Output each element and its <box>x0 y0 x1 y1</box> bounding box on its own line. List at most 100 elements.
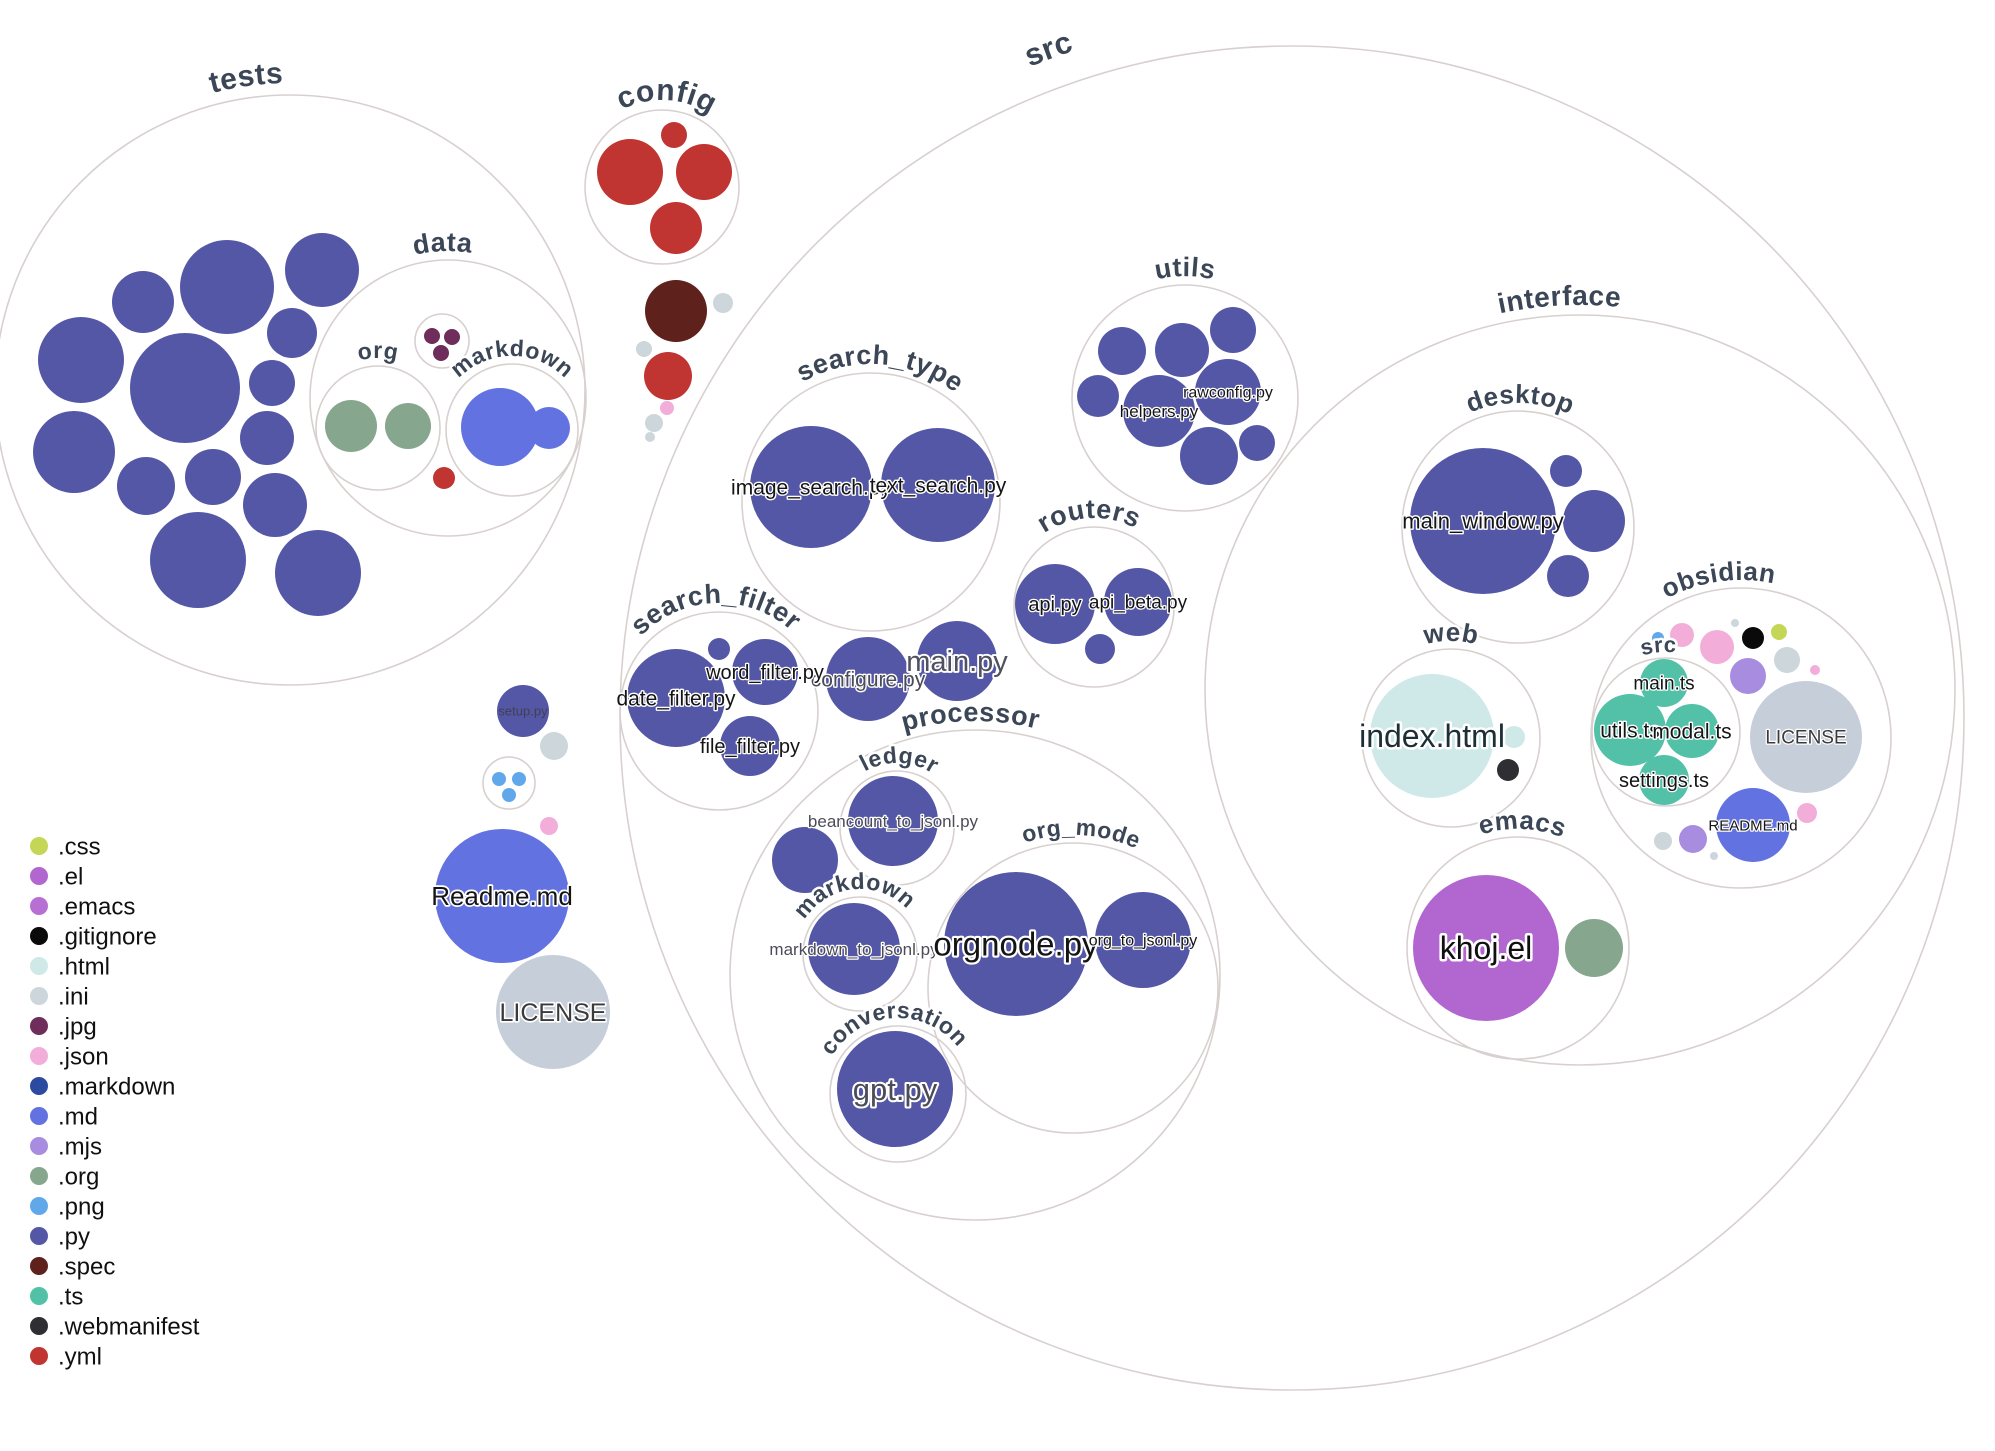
file-circle-file-filter-py <box>720 716 780 776</box>
file-circle-image-search-py <box>750 426 872 548</box>
folder-circle-conversation <box>829 1025 967 1163</box>
legend-label-mjs: .mjs <box>58 1134 102 1161</box>
file-label-setup-py: setup.py <box>498 704 548 719</box>
file-circle-ini <box>540 732 568 760</box>
file-label-settings-ts: settings.ts <box>1619 770 1709 792</box>
legend-label-css: .css <box>58 834 101 861</box>
file-label-helpers-py: helpers.py <box>1120 402 1199 421</box>
file-circle-css <box>1771 624 1787 640</box>
file-circle-jpg <box>433 345 449 361</box>
legend-item-markdown: .markdown <box>30 1074 175 1101</box>
file-circle-khoj-el <box>1413 875 1559 1021</box>
legend-dot-spec <box>30 1257 48 1275</box>
file-circle-py <box>1077 375 1119 417</box>
folder-label-src: src <box>1019 24 1077 73</box>
file-circle-orgnode-py <box>944 872 1088 1016</box>
legend-dot-html <box>30 957 48 975</box>
file-circle-setup-py <box>497 685 549 737</box>
file-circle-py <box>249 360 295 406</box>
file-circle-org <box>325 400 377 452</box>
legend-dot-py <box>30 1227 48 1245</box>
file-circle-webmanifest <box>1497 759 1519 781</box>
legend-dot-webmanifest <box>30 1317 48 1335</box>
file-circle-ini <box>1774 647 1800 673</box>
file-circle-readme-md <box>435 829 569 963</box>
folder-circle-routers <box>1013 526 1175 688</box>
file-circle-py <box>1085 634 1115 664</box>
file-circle-yml <box>676 144 732 200</box>
legend-dot-json <box>30 1047 48 1065</box>
legend-item-gitignore: .gitignore <box>30 924 157 951</box>
file-circle-ini <box>636 341 652 357</box>
file-circle-word-filter-py <box>732 639 798 705</box>
file-circle-py <box>267 308 317 358</box>
file-label-beancount-to-jsonl-py: beancount_to_jsonl.py <box>808 812 979 831</box>
file-circle-ini <box>713 293 733 313</box>
folder-label-utils: utils <box>1152 252 1218 285</box>
file-circle-py <box>1155 323 1209 377</box>
file-circle-md <box>528 407 570 449</box>
legend-dot-yml <box>30 1347 48 1365</box>
legend-label-markdown: .markdown <box>58 1074 175 1101</box>
legend-dot-css <box>30 837 48 855</box>
folder-circle-data-markdown <box>445 363 579 497</box>
file-circle-py <box>33 411 115 493</box>
file-circle-py <box>1547 555 1589 597</box>
file-circle-yml <box>433 467 455 489</box>
legend-item-png: .png <box>30 1194 105 1221</box>
file-label-org-to-jsonl-py: org_to_jsonl.py <box>1089 933 1198 950</box>
file-circle-org-to-jsonl-py <box>1095 892 1191 988</box>
file-circle-modal-ts <box>1665 704 1719 758</box>
folder-circle-proc-markdown <box>802 896 918 1012</box>
file-label-gpt-py: gpt.py <box>853 1072 938 1107</box>
file-circle-py <box>275 530 361 616</box>
file-circle-json <box>1810 665 1820 675</box>
folder-circles <box>0 45 1965 1391</box>
folder-circle-desktop <box>1401 410 1635 644</box>
file-label-khoj-el: khoj.el <box>1440 930 1533 966</box>
file-label-rawconfig-py: rawconfig.py <box>1183 385 1273 402</box>
legend-label-spec: .spec <box>58 1254 115 1281</box>
folder-circle-obsidian-src <box>1591 657 1741 807</box>
file-circle-gitignore <box>1742 627 1764 649</box>
file-circle-jpg <box>424 328 440 344</box>
file-circle-configure-py <box>826 637 910 721</box>
file-label-word-filter-py: word_filter.py <box>705 662 824 684</box>
file-circle-markdown-to-jsonl-py <box>808 903 900 995</box>
file-circle-py <box>38 317 124 403</box>
file-circle-api-py <box>1015 564 1095 644</box>
folder-label-processor: processor <box>898 697 1043 737</box>
legend-dot-png <box>30 1197 48 1215</box>
folder-label-search_filter: search_filter <box>624 579 807 641</box>
folder-circle-config <box>584 109 740 265</box>
file-circle-py <box>150 512 246 608</box>
legend-item-org: .org <box>30 1164 99 1191</box>
folder-circle-utils <box>1071 284 1299 512</box>
file-circle-rawconfig-py <box>1195 359 1261 425</box>
folder-circle-search_filter <box>619 611 819 811</box>
file-circle-py <box>1550 455 1582 487</box>
file-circle-ini <box>645 414 663 432</box>
legend-label-el: .el <box>58 864 83 891</box>
file-circle-json <box>660 401 674 415</box>
legend-label-md: .md <box>58 1104 98 1131</box>
legend-label-ts: .ts <box>58 1284 83 1311</box>
folder-label-search_type: search_type <box>791 340 969 398</box>
folder-label-obsidian-src: src <box>1638 632 1677 660</box>
file-circle-png <box>512 772 526 786</box>
file-label-license: LICENSE <box>1765 728 1846 749</box>
file-label-main-py: main.py <box>906 646 1008 678</box>
file-circle-png <box>492 772 506 786</box>
file-label-api-py: api.py <box>1028 594 1081 616</box>
legend-dot-jpg <box>30 1017 48 1035</box>
file-label-file-filter-py: file_filter.py <box>700 736 800 758</box>
file-circle-py <box>243 473 307 537</box>
folder-label-routers: routers <box>1032 494 1146 539</box>
file-circle-py <box>708 638 730 660</box>
file-circle-py <box>1180 427 1238 485</box>
file-circle-utils-ts <box>1594 694 1666 766</box>
file-circle-ini <box>645 432 655 442</box>
file-label-index-html: index.html <box>1359 718 1505 754</box>
